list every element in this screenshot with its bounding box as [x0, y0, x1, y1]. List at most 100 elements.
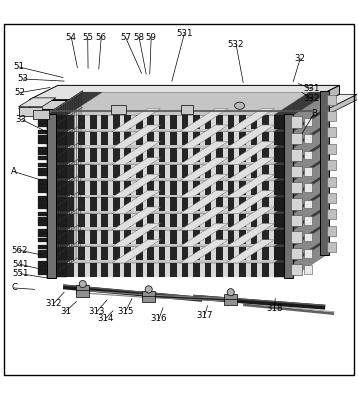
- Polygon shape: [293, 141, 329, 178]
- Polygon shape: [293, 207, 329, 244]
- Polygon shape: [193, 247, 200, 260]
- Polygon shape: [262, 148, 269, 162]
- Polygon shape: [112, 174, 160, 198]
- Polygon shape: [180, 174, 228, 198]
- Polygon shape: [67, 125, 309, 148]
- Polygon shape: [67, 198, 73, 211]
- Polygon shape: [78, 181, 85, 194]
- Polygon shape: [170, 198, 177, 211]
- Polygon shape: [204, 148, 212, 162]
- Polygon shape: [239, 247, 246, 260]
- Polygon shape: [262, 132, 269, 145]
- Polygon shape: [113, 164, 120, 178]
- Polygon shape: [38, 261, 47, 266]
- Polygon shape: [38, 205, 47, 209]
- Text: 317: 317: [197, 310, 213, 320]
- FancyBboxPatch shape: [76, 290, 89, 297]
- Polygon shape: [147, 148, 154, 162]
- FancyBboxPatch shape: [327, 242, 336, 252]
- Text: 312: 312: [45, 299, 62, 308]
- Polygon shape: [180, 240, 228, 263]
- Polygon shape: [284, 114, 293, 278]
- Polygon shape: [228, 198, 234, 211]
- Polygon shape: [38, 119, 47, 122]
- Text: 532: 532: [228, 40, 244, 49]
- FancyBboxPatch shape: [327, 144, 336, 154]
- Polygon shape: [67, 115, 274, 129]
- Polygon shape: [136, 230, 142, 244]
- Polygon shape: [228, 263, 234, 277]
- Polygon shape: [216, 247, 223, 260]
- Polygon shape: [228, 148, 234, 162]
- Polygon shape: [262, 115, 269, 129]
- Polygon shape: [216, 230, 223, 244]
- Polygon shape: [47, 164, 67, 178]
- Text: 314: 314: [97, 314, 114, 323]
- Polygon shape: [274, 132, 293, 145]
- Polygon shape: [216, 148, 223, 162]
- Polygon shape: [47, 191, 102, 214]
- Polygon shape: [136, 198, 142, 211]
- Polygon shape: [113, 132, 120, 145]
- FancyBboxPatch shape: [291, 149, 302, 161]
- Polygon shape: [274, 207, 329, 230]
- FancyBboxPatch shape: [291, 198, 302, 210]
- Text: 59: 59: [146, 33, 156, 42]
- Polygon shape: [19, 109, 329, 114]
- Polygon shape: [38, 146, 47, 151]
- Polygon shape: [274, 115, 293, 129]
- Polygon shape: [204, 230, 212, 244]
- Polygon shape: [67, 230, 274, 244]
- Polygon shape: [19, 94, 357, 109]
- Polygon shape: [112, 207, 160, 230]
- Polygon shape: [90, 132, 97, 145]
- Polygon shape: [124, 115, 131, 129]
- Polygon shape: [262, 214, 269, 227]
- FancyBboxPatch shape: [291, 166, 302, 177]
- Polygon shape: [170, 115, 177, 129]
- Polygon shape: [78, 198, 85, 211]
- Polygon shape: [29, 85, 339, 100]
- Circle shape: [79, 280, 86, 288]
- Text: 551: 551: [12, 269, 29, 278]
- Polygon shape: [38, 135, 47, 139]
- Polygon shape: [112, 125, 160, 148]
- Polygon shape: [170, 148, 177, 162]
- Polygon shape: [78, 263, 85, 277]
- Polygon shape: [182, 164, 188, 178]
- Polygon shape: [112, 223, 160, 247]
- Polygon shape: [180, 223, 228, 247]
- Polygon shape: [67, 115, 73, 129]
- Polygon shape: [124, 247, 131, 260]
- Polygon shape: [113, 247, 120, 260]
- Polygon shape: [47, 109, 102, 132]
- Polygon shape: [180, 125, 228, 148]
- FancyBboxPatch shape: [327, 177, 336, 187]
- Polygon shape: [67, 214, 73, 227]
- Text: 54: 54: [66, 33, 77, 42]
- Polygon shape: [193, 263, 200, 277]
- Polygon shape: [67, 263, 274, 277]
- FancyBboxPatch shape: [142, 291, 155, 298]
- Polygon shape: [124, 164, 131, 178]
- Polygon shape: [182, 247, 188, 260]
- Polygon shape: [182, 263, 188, 277]
- Polygon shape: [147, 164, 154, 178]
- Polygon shape: [38, 156, 47, 160]
- Polygon shape: [38, 184, 47, 188]
- Polygon shape: [274, 191, 329, 214]
- Text: A: A: [11, 167, 17, 176]
- Polygon shape: [136, 115, 142, 129]
- Polygon shape: [159, 198, 165, 211]
- Polygon shape: [182, 148, 188, 162]
- FancyBboxPatch shape: [304, 200, 312, 208]
- Polygon shape: [170, 181, 177, 194]
- Polygon shape: [38, 200, 47, 205]
- FancyBboxPatch shape: [304, 151, 312, 159]
- Polygon shape: [147, 132, 154, 145]
- Polygon shape: [90, 164, 97, 178]
- Polygon shape: [147, 230, 154, 244]
- FancyBboxPatch shape: [33, 111, 49, 119]
- Polygon shape: [47, 141, 102, 164]
- Polygon shape: [228, 214, 234, 227]
